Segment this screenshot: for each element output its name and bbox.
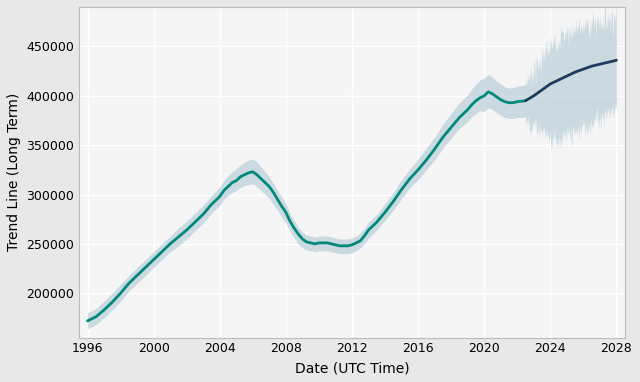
X-axis label: Date (UTC Time): Date (UTC Time) — [294, 361, 409, 375]
Y-axis label: Trend Line (Long Term): Trend Line (Long Term) — [7, 93, 21, 251]
